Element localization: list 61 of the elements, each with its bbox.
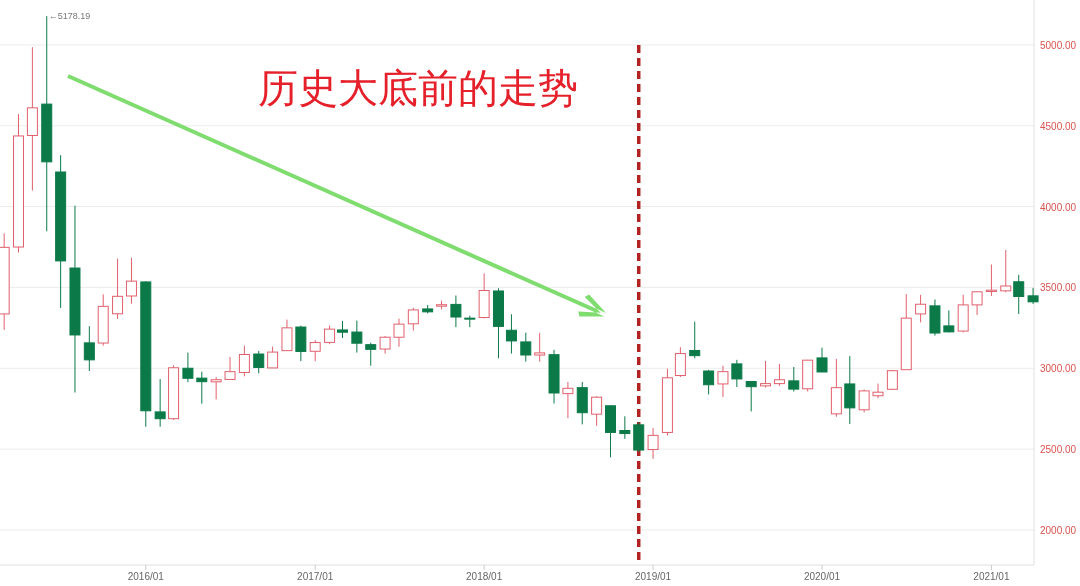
y-tick-label: 4500.00 — [1040, 120, 1077, 132]
y-tick-label: 3500.00 — [1040, 282, 1077, 294]
candlestick — [196, 371, 208, 405]
candlestick — [689, 321, 701, 359]
y-tick-label: 3000.00 — [1040, 363, 1077, 375]
annotation: ←5178.19 — [48, 11, 91, 22]
candlestick — [267, 346, 279, 369]
candlestick — [324, 325, 336, 345]
candlestick — [816, 347, 828, 373]
candlestick — [844, 355, 856, 425]
candlestick — [210, 376, 222, 400]
candlestick — [591, 395, 603, 427]
candlestick — [745, 380, 757, 412]
y-tick-label: 4000.00 — [1040, 201, 1077, 213]
candlestick — [112, 258, 124, 320]
candlestick — [1013, 274, 1025, 315]
y-tick-label: 2500.00 — [1040, 444, 1077, 456]
candlestick — [1027, 287, 1039, 305]
candlestick — [773, 363, 785, 387]
x-tick-label: 2018/01 — [466, 571, 503, 582]
candlestick — [125, 257, 137, 305]
candlestick — [985, 263, 997, 297]
candlestick — [858, 388, 870, 413]
x-tick-label: 2017/01 — [297, 571, 334, 582]
x-tick-label: 2016/01 — [127, 571, 165, 582]
candlestick — [253, 350, 265, 374]
candlestick — [731, 359, 743, 388]
x-tick-label: 2021/01 — [973, 571, 1010, 582]
candlestick — [674, 346, 686, 378]
candlestick — [407, 307, 419, 332]
candlestick — [717, 365, 729, 398]
candlestick — [619, 415, 631, 440]
candlestick — [281, 319, 293, 352]
candlestick — [520, 332, 532, 363]
candlestick — [365, 342, 377, 367]
candlestick — [505, 313, 517, 355]
text: 历史大底前的走势 — [258, 66, 578, 110]
candlestick — [182, 352, 194, 383]
candlestick — [915, 294, 927, 323]
candlestick — [238, 345, 250, 377]
x-tick-label: 2019/01 — [635, 571, 672, 582]
candlestick — [83, 325, 95, 372]
candlestick — [351, 320, 363, 354]
y-tick-label: 2000.00 — [1040, 524, 1077, 536]
y-tick-label: 5000.00 — [1040, 39, 1077, 51]
candlestick — [872, 383, 884, 399]
candlestick — [562, 381, 574, 419]
candlestick — [154, 378, 166, 428]
x-tick-label: 2020/01 — [803, 571, 841, 582]
candlestick — [224, 356, 236, 381]
candlestick — [943, 309, 955, 333]
candlestick — [450, 295, 462, 328]
candlestick — [1000, 249, 1012, 293]
candlestick — [703, 369, 715, 395]
candlestick — [788, 366, 800, 393]
candlestick — [760, 360, 772, 388]
candlestick — [647, 427, 659, 460]
candlestick — [971, 291, 983, 316]
candlestick — [393, 318, 405, 348]
candlestick — [534, 332, 546, 363]
candlestick — [309, 339, 321, 362]
